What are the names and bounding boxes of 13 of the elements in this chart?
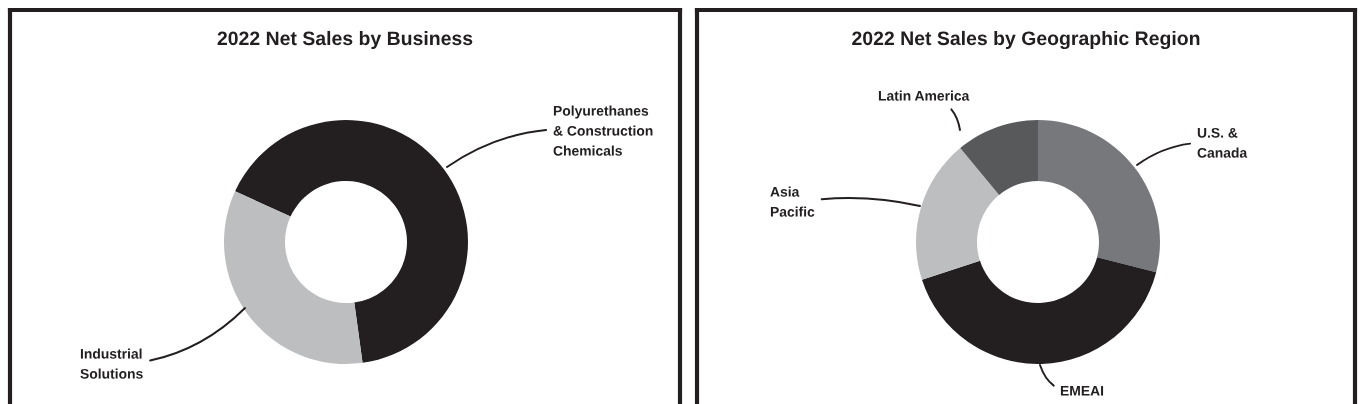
chart-title: 2022 Net Sales by Geographic Region [852, 30, 1200, 50]
slice-label: Polyurethanes & Construction Chemicals [553, 105, 653, 156]
donut-slice [235, 120, 468, 363]
slice-label: Latin America [878, 90, 970, 101]
slice-label: U.S. & Canada [1197, 127, 1248, 158]
slice-label: EMEAI [1060, 386, 1104, 396]
slice-label: Industrial Solutions [80, 348, 143, 379]
donut-slice [916, 148, 1000, 280]
chart-title: 2022 Net Sales by Business [217, 30, 473, 50]
slice-label: Asia Pacific [770, 186, 815, 217]
donut-slice [224, 191, 363, 364]
donut-slice [960, 120, 1038, 195]
donut-slice [1038, 120, 1160, 273]
